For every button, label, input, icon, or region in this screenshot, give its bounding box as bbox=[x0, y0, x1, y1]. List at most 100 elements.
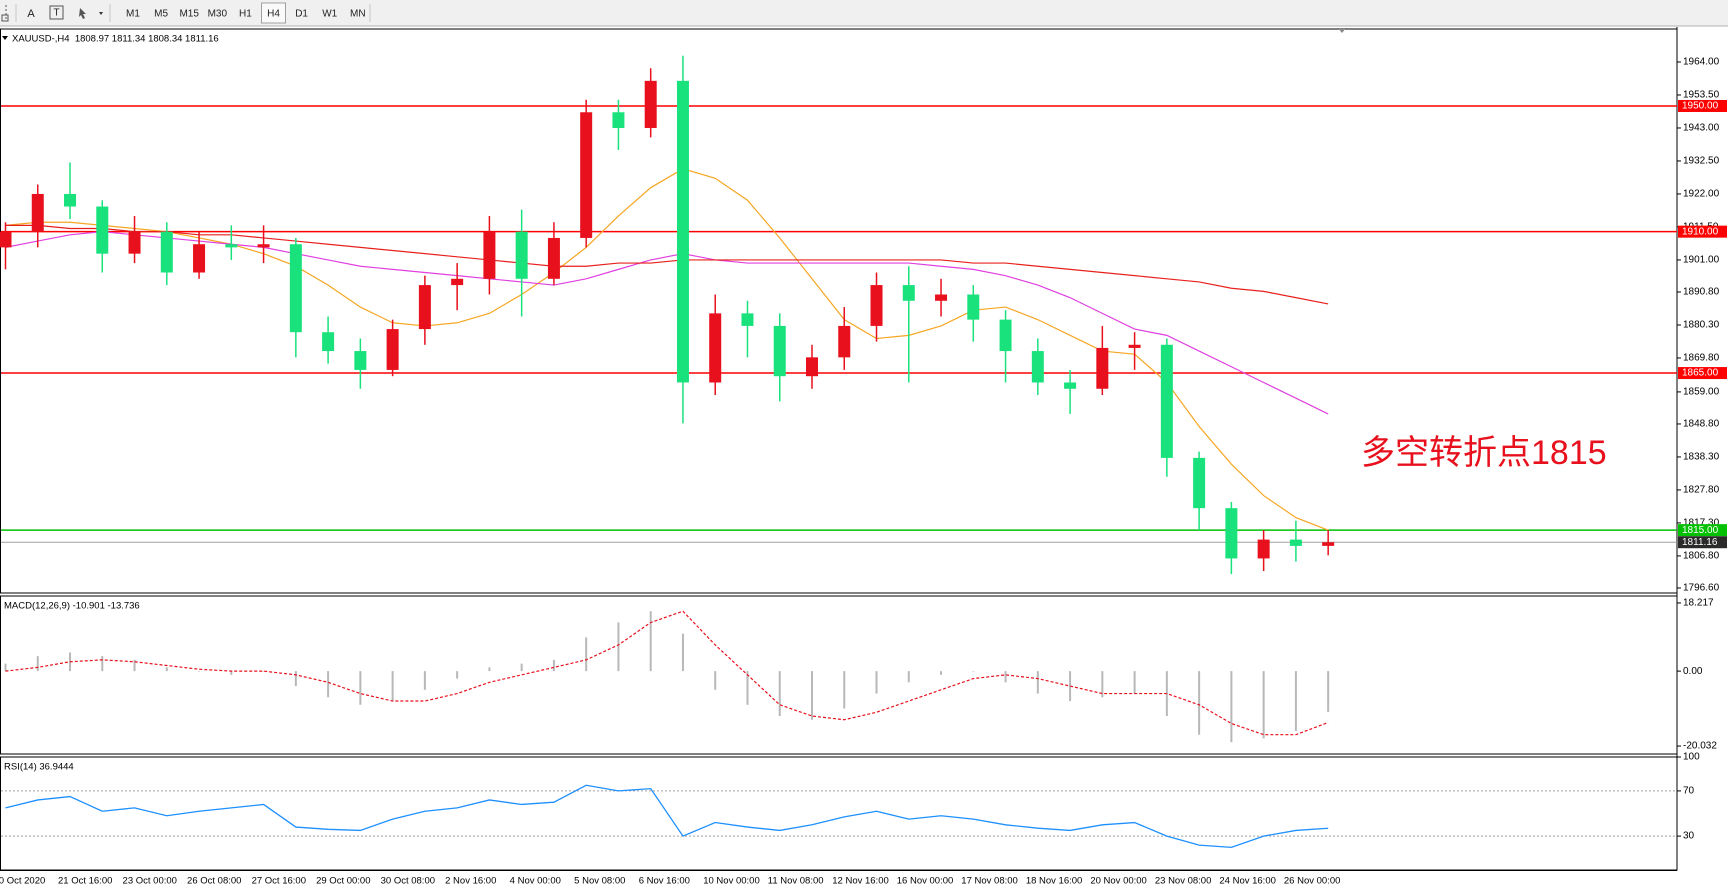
y-tick-label: 1817.30 bbox=[1683, 518, 1720, 529]
x-tick-label: 2 Nov 16:00 bbox=[445, 876, 496, 887]
timeframe-button[interactable]: M1 bbox=[126, 9, 140, 20]
y-tick-label: 1953.50 bbox=[1683, 90, 1720, 101]
text-tool-button[interactable]: A bbox=[27, 8, 35, 20]
x-tick-label: 4 Nov 00:00 bbox=[510, 876, 561, 887]
candle-body bbox=[451, 278, 464, 286]
y-tick-label: 1890.80 bbox=[1683, 287, 1720, 298]
candle-body bbox=[967, 294, 980, 320]
macd-bar bbox=[1198, 671, 1201, 735]
y-tick-label: 30 bbox=[1683, 831, 1695, 842]
candle-body bbox=[1128, 344, 1141, 348]
macd-bar bbox=[1294, 671, 1297, 731]
candle-body bbox=[128, 231, 141, 254]
y-tick-label: 1796.60 bbox=[1683, 583, 1720, 594]
candle-body bbox=[1031, 351, 1044, 383]
indicator-header: RSI(14) 36.9444 bbox=[4, 762, 74, 773]
candle-body bbox=[483, 231, 496, 279]
macd-bar bbox=[1101, 671, 1104, 698]
macd-bar bbox=[423, 671, 426, 690]
macd-bar bbox=[714, 671, 717, 690]
y-tick-label: 1943.00 bbox=[1683, 123, 1720, 134]
candle-body bbox=[257, 244, 270, 248]
y-tick-label: 70 bbox=[1683, 786, 1695, 797]
macd-bar bbox=[907, 671, 910, 683]
x-tick-label: 17 Nov 08:00 bbox=[961, 876, 1018, 887]
y-tick-label: 1901.00 bbox=[1683, 255, 1720, 266]
x-tick-label: 20 Nov 00:00 bbox=[1090, 876, 1147, 887]
macd-bar bbox=[585, 637, 588, 672]
timeframe-button[interactable]: M15 bbox=[179, 9, 199, 20]
annotation: 多空转折点1815 bbox=[1361, 434, 1607, 472]
timeframe-button[interactable]: M5 bbox=[154, 9, 168, 20]
macd-bar bbox=[843, 671, 846, 709]
moving-average bbox=[5, 231, 1329, 415]
y-tick-label: 1922.00 bbox=[1683, 189, 1720, 200]
current-price-label: 1811.16 bbox=[1682, 537, 1718, 548]
candle-body bbox=[1096, 347, 1109, 389]
x-tick-label: 10 Nov 00:00 bbox=[703, 876, 760, 887]
macd-bar bbox=[649, 611, 652, 672]
y-tick-label: 1964.00 bbox=[1683, 57, 1720, 68]
candle-body bbox=[418, 285, 431, 330]
macd-bar bbox=[617, 622, 620, 672]
x-tick-label: 24 Nov 16:00 bbox=[1219, 876, 1276, 887]
candle-body bbox=[644, 80, 657, 128]
macd-bar bbox=[811, 671, 813, 720]
level-label-bg bbox=[1678, 99, 1727, 112]
macd-bar bbox=[1230, 671, 1233, 743]
candle-body bbox=[322, 332, 335, 352]
x-tick-label: 20 Oct 2020 bbox=[0, 876, 45, 887]
candle-body bbox=[1225, 508, 1238, 559]
indicator-header: XAUUSD-,H4 1808.97 1811.34 1808.34 1811.… bbox=[12, 34, 219, 45]
candle-body bbox=[64, 193, 77, 207]
macd-bar bbox=[133, 659, 136, 672]
candle-body bbox=[870, 285, 883, 326]
candle-body bbox=[1064, 382, 1077, 389]
candle-body bbox=[1322, 542, 1335, 546]
panel-frame bbox=[0, 595, 1678, 755]
macd-bar bbox=[101, 656, 104, 672]
svg-text:T: T bbox=[53, 8, 59, 19]
macd-bar bbox=[1327, 671, 1330, 712]
y-tick-label: 1880.30 bbox=[1683, 320, 1720, 331]
y-tick-label: 1806.80 bbox=[1683, 551, 1720, 562]
macd-bar bbox=[778, 671, 781, 716]
timeframe-button[interactable]: H1 bbox=[239, 9, 252, 20]
y-tick-label: -20.032 bbox=[1683, 741, 1717, 752]
candle-body bbox=[386, 329, 399, 370]
panel-frame bbox=[0, 28, 1678, 594]
timeframe-button[interactable]: W1 bbox=[322, 9, 337, 20]
timeframe-button[interactable]: MN bbox=[350, 9, 366, 20]
y-tick-label: 1869.80 bbox=[1683, 353, 1720, 364]
x-tick-label: 11 Nov 08:00 bbox=[768, 876, 824, 887]
text-label-button[interactable]: T bbox=[49, 5, 64, 20]
candle-body bbox=[773, 325, 786, 377]
candle-body bbox=[902, 285, 915, 301]
crosshair-button[interactable] bbox=[1, 5, 9, 22]
macd-bar bbox=[230, 671, 233, 675]
timeframe-button[interactable]: D1 bbox=[295, 9, 308, 20]
level-label-bg bbox=[1678, 367, 1727, 380]
timeframe-button[interactable]: H4 bbox=[267, 9, 280, 20]
objects-button[interactable] bbox=[79, 8, 103, 19]
y-tick-label: 1859.00 bbox=[1683, 387, 1720, 398]
x-tick-label: 26 Oct 08:00 bbox=[187, 876, 241, 887]
candle-body bbox=[935, 294, 948, 301]
timeframe-button[interactable]: M30 bbox=[208, 9, 228, 20]
candle-body bbox=[515, 231, 528, 279]
x-tick-label: 16 Nov 00:00 bbox=[897, 876, 954, 887]
level-label: 1815.00 bbox=[1682, 525, 1719, 536]
macd-bar bbox=[1004, 671, 1007, 683]
candle-body bbox=[96, 206, 109, 254]
level-label-bg bbox=[1678, 225, 1727, 238]
candle-body bbox=[31, 193, 44, 232]
x-tick-label: 18 Nov 16:00 bbox=[1026, 876, 1083, 887]
macd-bar bbox=[1262, 671, 1265, 739]
indicator-header: MACD(12,26,9) -10.901 -13.736 bbox=[4, 601, 140, 612]
moving-average bbox=[5, 224, 1329, 305]
macd-bar bbox=[359, 671, 362, 705]
macd-bar bbox=[875, 671, 878, 694]
macd-bar bbox=[1036, 671, 1039, 694]
candle-body bbox=[612, 112, 625, 128]
